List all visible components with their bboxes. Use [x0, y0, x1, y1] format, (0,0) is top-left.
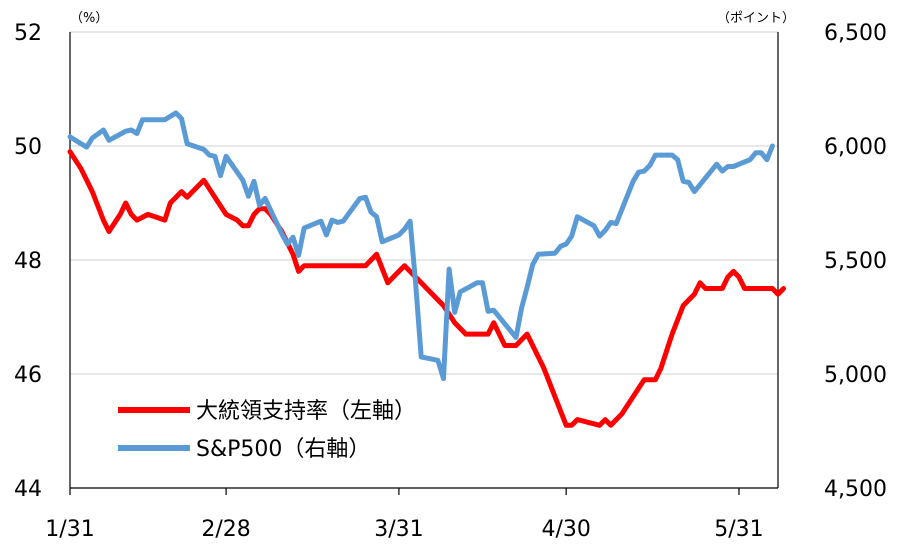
- x-axis-tick-labels: 1/31 2/28 3/31 4/30 5/31: [45, 488, 764, 542]
- right-tick-label: 5,500: [824, 249, 887, 274]
- x-tick-label: 1/31: [45, 517, 94, 542]
- left-tick-label: 46: [14, 363, 42, 388]
- series-lines: [67, 110, 787, 428]
- x-tick-label: 2/28: [201, 517, 250, 542]
- x-tick-label: 4/30: [541, 517, 590, 542]
- left-axis-unit: （%）: [70, 11, 108, 26]
- left-tick-label: 44: [14, 477, 42, 502]
- sp500-line: [67, 110, 775, 382]
- right-axis-tick-labels: 6,500 6,000 5,500 5,000 4,500: [824, 21, 887, 502]
- right-tick-label: 5,000: [824, 363, 887, 388]
- legend: 大統領支持率（左軸） S&P500（右軸）: [118, 399, 416, 462]
- legend-label-approval: 大統領支持率（左軸）: [196, 399, 416, 424]
- right-tick-label: 4,500: [824, 477, 887, 502]
- right-tick-label: 6,000: [824, 135, 887, 160]
- axes: [69, 32, 779, 489]
- x-tick-label: 3/31: [374, 517, 423, 542]
- right-axis-unit: （ポイント）: [717, 11, 795, 26]
- left-tick-label: 52: [14, 21, 42, 46]
- x-tick-label: 5/31: [714, 517, 763, 542]
- left-tick-label: 48: [14, 249, 42, 274]
- left-axis-tick-labels: 52 50 48 46 44: [14, 21, 42, 502]
- approval-rating-line: [67, 149, 787, 428]
- right-tick-label: 6,500: [824, 21, 887, 46]
- gridlines: [70, 31, 778, 375]
- left-tick-label: 50: [14, 135, 42, 160]
- legend-label-sp500: S&P500（右軸）: [196, 437, 370, 462]
